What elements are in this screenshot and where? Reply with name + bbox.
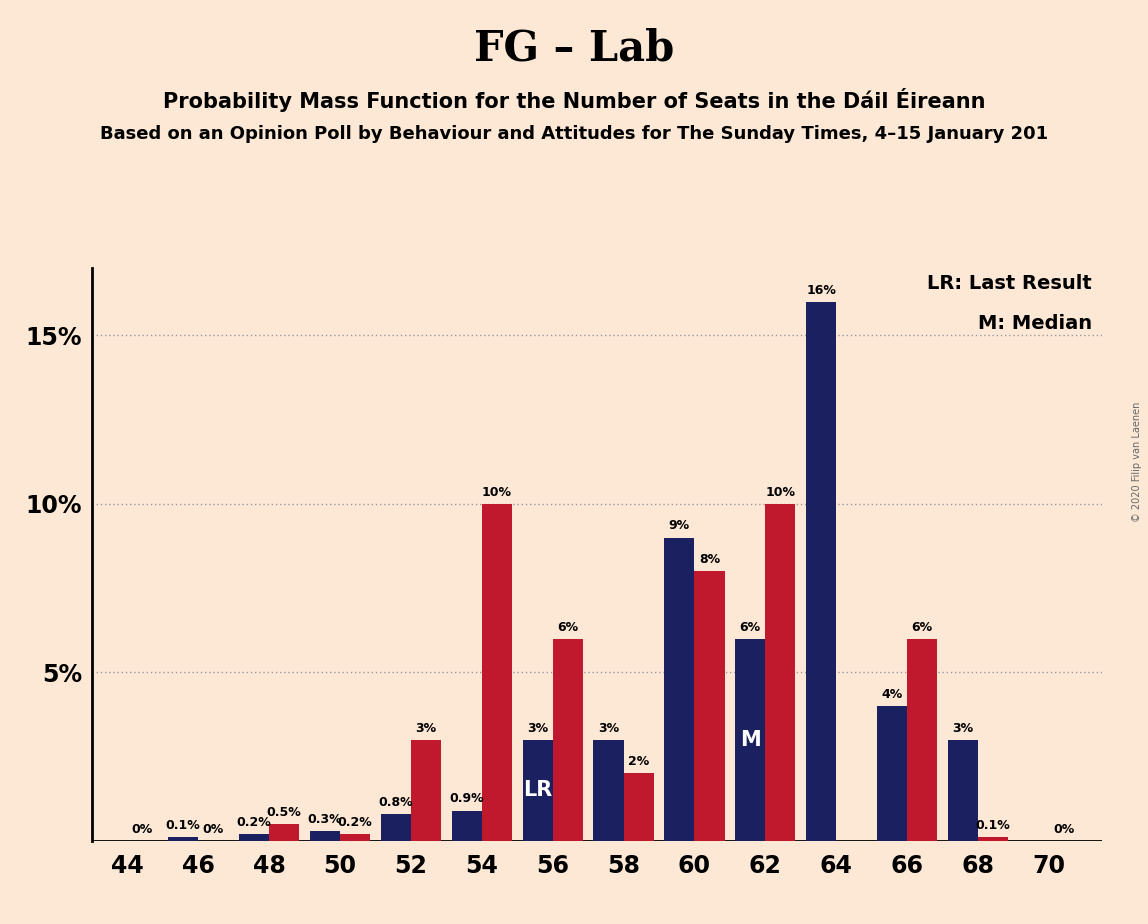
Text: 3%: 3%: [953, 722, 974, 735]
Bar: [239, 834, 269, 841]
Text: 6%: 6%: [557, 621, 579, 634]
Bar: [451, 810, 482, 841]
Bar: [877, 706, 907, 841]
Bar: [269, 824, 300, 841]
Text: 0.1%: 0.1%: [165, 820, 201, 833]
Text: 0%: 0%: [1054, 822, 1075, 836]
Bar: [695, 571, 724, 841]
Text: 6%: 6%: [739, 621, 761, 634]
Text: 6%: 6%: [912, 621, 932, 634]
Text: 0.2%: 0.2%: [338, 816, 372, 829]
Text: 0.1%: 0.1%: [976, 820, 1010, 833]
Text: 0.8%: 0.8%: [379, 796, 413, 808]
Bar: [381, 814, 411, 841]
Bar: [482, 504, 512, 841]
Text: 0%: 0%: [202, 822, 224, 836]
Bar: [907, 638, 937, 841]
Bar: [522, 740, 552, 841]
Text: 10%: 10%: [482, 486, 512, 499]
Bar: [310, 831, 340, 841]
Bar: [806, 301, 836, 841]
Text: 0.9%: 0.9%: [449, 793, 484, 806]
Text: Probability Mass Function for the Number of Seats in the Dáil Éireann: Probability Mass Function for the Number…: [163, 88, 985, 112]
Text: M: Median: M: Median: [978, 314, 1092, 333]
Bar: [552, 638, 583, 841]
Bar: [978, 837, 1008, 841]
Text: 0.3%: 0.3%: [308, 813, 342, 826]
Bar: [594, 740, 623, 841]
Bar: [665, 538, 695, 841]
Text: 16%: 16%: [806, 284, 836, 297]
Text: LR: LR: [523, 780, 552, 800]
Text: 0.5%: 0.5%: [266, 806, 302, 819]
Text: 3%: 3%: [527, 722, 548, 735]
Text: 3%: 3%: [416, 722, 436, 735]
Bar: [948, 740, 978, 841]
Text: 0%: 0%: [132, 822, 153, 836]
Text: 0.2%: 0.2%: [236, 816, 271, 829]
Bar: [766, 504, 796, 841]
Text: M: M: [740, 730, 761, 749]
Text: 4%: 4%: [882, 688, 902, 701]
Bar: [735, 638, 766, 841]
Bar: [623, 773, 653, 841]
Bar: [411, 740, 441, 841]
Text: LR: Last Result: LR: Last Result: [928, 274, 1092, 293]
Text: 9%: 9%: [669, 519, 690, 532]
Text: 10%: 10%: [766, 486, 796, 499]
Bar: [340, 834, 370, 841]
Text: 2%: 2%: [628, 756, 650, 769]
Text: 3%: 3%: [598, 722, 619, 735]
Text: Based on an Opinion Poll by Behaviour and Attitudes for The Sunday Times, 4–15 J: Based on an Opinion Poll by Behaviour an…: [100, 125, 1048, 142]
Bar: [168, 837, 199, 841]
Text: © 2020 Filip van Laenen: © 2020 Filip van Laenen: [1132, 402, 1142, 522]
Text: 8%: 8%: [699, 553, 720, 566]
Text: FG – Lab: FG – Lab: [474, 28, 674, 69]
